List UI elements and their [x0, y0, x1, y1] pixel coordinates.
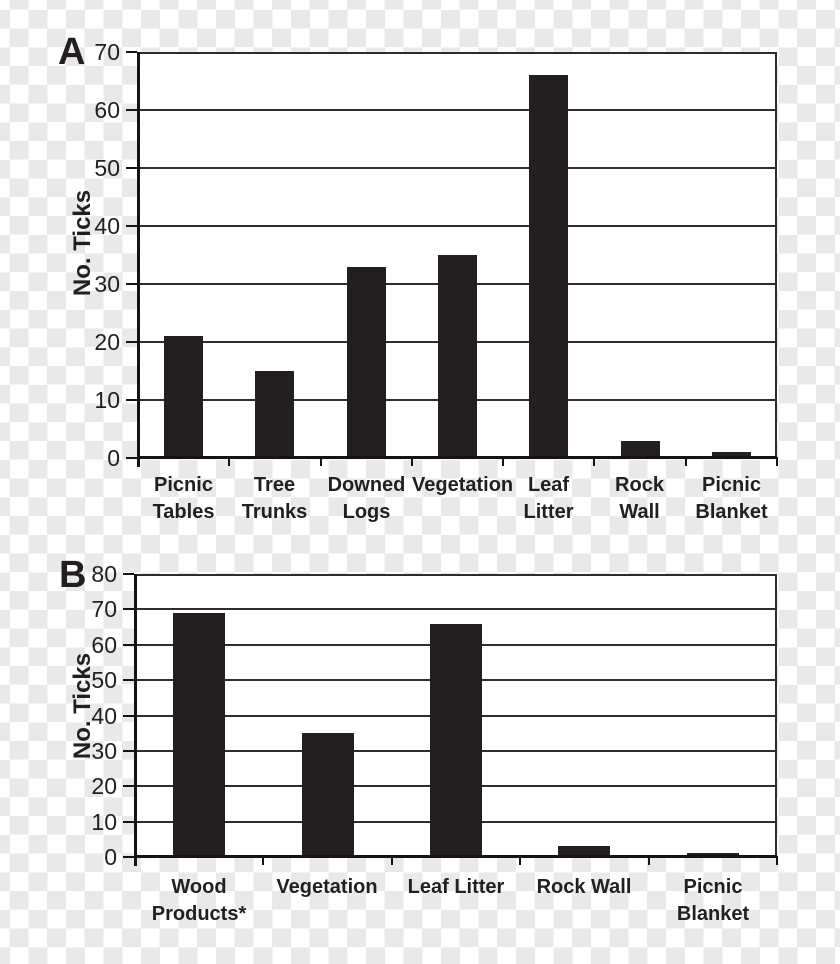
x-tick-3 [519, 856, 521, 865]
x-tick-2 [320, 457, 322, 466]
gridline-40 [138, 225, 777, 227]
x-tick-1 [228, 457, 230, 466]
bar-leaflitter [430, 624, 482, 857]
category-label: Picnic Tables [138, 472, 229, 526]
y-tick-60 [123, 643, 134, 646]
y-tick-label-70: 70 [91, 596, 117, 623]
gridline-50 [138, 167, 777, 169]
panel-b-letter: B [59, 554, 87, 596]
bar-picnic-blanket [712, 452, 751, 458]
y-tick-label-20: 20 [91, 773, 117, 800]
bar-vegetation [302, 733, 354, 857]
y-tick-label-30: 30 [94, 271, 120, 297]
bar-leaflitter [529, 75, 568, 458]
x-axis-line-a [137, 456, 777, 459]
category-label-line: Leaf Litter [407, 876, 505, 898]
y-tick-label-40: 40 [94, 213, 120, 239]
category-label: Rock Wall [520, 874, 648, 901]
y-tick-80 [123, 573, 134, 575]
x-tick-7 [776, 457, 778, 466]
y-tick-label-10: 10 [94, 387, 120, 413]
y-tick-label-40: 40 [91, 702, 117, 729]
category-label: Vegetation [412, 472, 514, 499]
category-label: Picnic Blanket [649, 874, 777, 928]
y-tick-20 [123, 785, 134, 788]
category-label-line: Blanket [695, 501, 768, 523]
gridline-70 [135, 608, 777, 611]
bar-picnic-tables [164, 336, 203, 458]
category-label-line: Products* [151, 903, 247, 925]
y-tick-label-60: 60 [94, 97, 120, 123]
category-label-line: Picnic [702, 474, 761, 496]
y-tick-40 [123, 714, 134, 717]
category-label-line: Vegetation [412, 474, 514, 496]
y-tick-label-0: 0 [107, 445, 120, 471]
y-tick-label-80: 80 [91, 561, 117, 587]
category-label-line: Tables [152, 501, 215, 523]
y-tick-label-50: 50 [94, 155, 120, 181]
y-tick-70 [123, 608, 134, 611]
x-tick-2 [391, 856, 393, 865]
category-label: Wood Products* [135, 874, 263, 928]
category-label: Picnic Blanket [686, 472, 777, 526]
x-tick-3 [411, 457, 413, 466]
category-label: Leaf Litter [503, 472, 594, 526]
y-tick-label-30: 30 [91, 737, 117, 764]
y-tick-50 [123, 679, 134, 682]
bar-vegetation [438, 255, 477, 458]
category-label: Rock Wall [594, 472, 685, 526]
y-tick-30 [123, 749, 134, 752]
y-tick-50 [126, 167, 137, 169]
category-label: Leaf Litter [392, 874, 520, 901]
category-label: Tree Trunks [229, 472, 320, 526]
category-label-line: Downed [327, 474, 406, 496]
gridline-60 [138, 109, 777, 111]
bar-wood-products [173, 613, 225, 857]
y-tick-10 [123, 820, 134, 823]
y-tick-20 [126, 341, 137, 343]
y-axis-line-b [134, 574, 137, 866]
y-tick-label-50: 50 [91, 667, 117, 694]
category-label-line: Trunks [241, 501, 308, 523]
x-tick-4 [648, 856, 650, 865]
y-axis-line-a [137, 52, 140, 467]
bar-rockwall [558, 846, 610, 857]
category-label-line: Blanket [676, 903, 750, 925]
category-label-line: Rock Wall [615, 474, 664, 523]
category-label-line: Logs [342, 501, 391, 523]
y-tick-70 [126, 51, 137, 53]
y-tick-label-70: 70 [94, 39, 120, 65]
y-tick-label-10: 10 [91, 808, 117, 835]
x-axis-line-b [134, 855, 777, 858]
y-tick-10 [126, 399, 137, 401]
x-tick-5 [776, 856, 778, 865]
y-tick-label-60: 60 [91, 631, 117, 658]
y-tick-label-0: 0 [104, 844, 117, 870]
bar-downed-logs [347, 267, 386, 458]
y-tick-0 [126, 457, 137, 459]
y-tick-60 [126, 109, 137, 111]
category-label-line: Leaf Litter [523, 474, 574, 523]
bar-tree-trunks [255, 371, 294, 458]
x-tick-6 [685, 457, 687, 466]
x-tick-4 [502, 457, 504, 466]
category-label-line: Rock Wall [536, 876, 632, 898]
category-label: Vegetation [263, 874, 391, 901]
x-tick-1 [262, 856, 264, 865]
category-label-line: Tree [253, 474, 296, 496]
category-label-line: Picnic [154, 474, 213, 496]
category-label-line: Picnic [683, 876, 743, 898]
y-tick-label-20: 20 [94, 329, 120, 355]
y-tick-30 [126, 283, 137, 285]
y-tick-0 [123, 856, 134, 858]
panel-a-letter: A [58, 31, 86, 73]
bar-rockwall [621, 441, 660, 458]
y-tick-40 [126, 225, 137, 227]
category-label-line: Vegetation [276, 876, 378, 898]
x-tick-5 [593, 457, 595, 466]
category-label: Downed Logs [321, 472, 412, 526]
category-label-line: Wood [171, 876, 227, 898]
